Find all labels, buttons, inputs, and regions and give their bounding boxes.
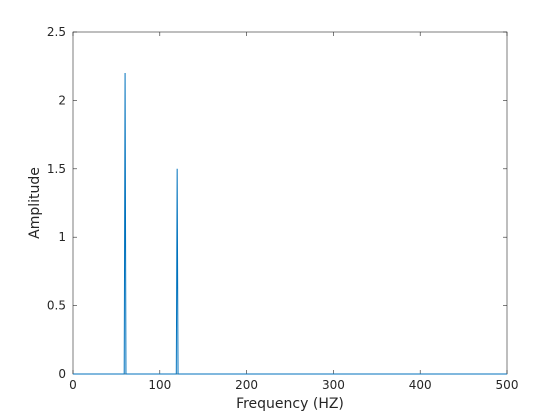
y-axis-label: Amplitude [27, 167, 43, 239]
x-axis-label: Frequency (HZ) [236, 396, 344, 412]
x-tick-label: 0 [69, 378, 77, 392]
y-tick-label: 1 [58, 230, 66, 244]
y-tick-label: 0 [58, 367, 66, 381]
x-tick-label: 100 [148, 378, 171, 392]
y-tick-label: 2 [58, 93, 66, 107]
y-tick-label: 1.5 [47, 162, 66, 176]
line [73, 73, 507, 375]
plot-area [72, 31, 508, 375]
x-tick-label: 400 [409, 378, 432, 392]
x-tick-label: 500 [496, 378, 519, 392]
x-tick-label: 300 [322, 378, 345, 392]
x-tick-label: 200 [235, 378, 258, 392]
y-tick-label: 2.5 [47, 25, 66, 39]
y-tick-label: 0.5 [47, 299, 66, 313]
